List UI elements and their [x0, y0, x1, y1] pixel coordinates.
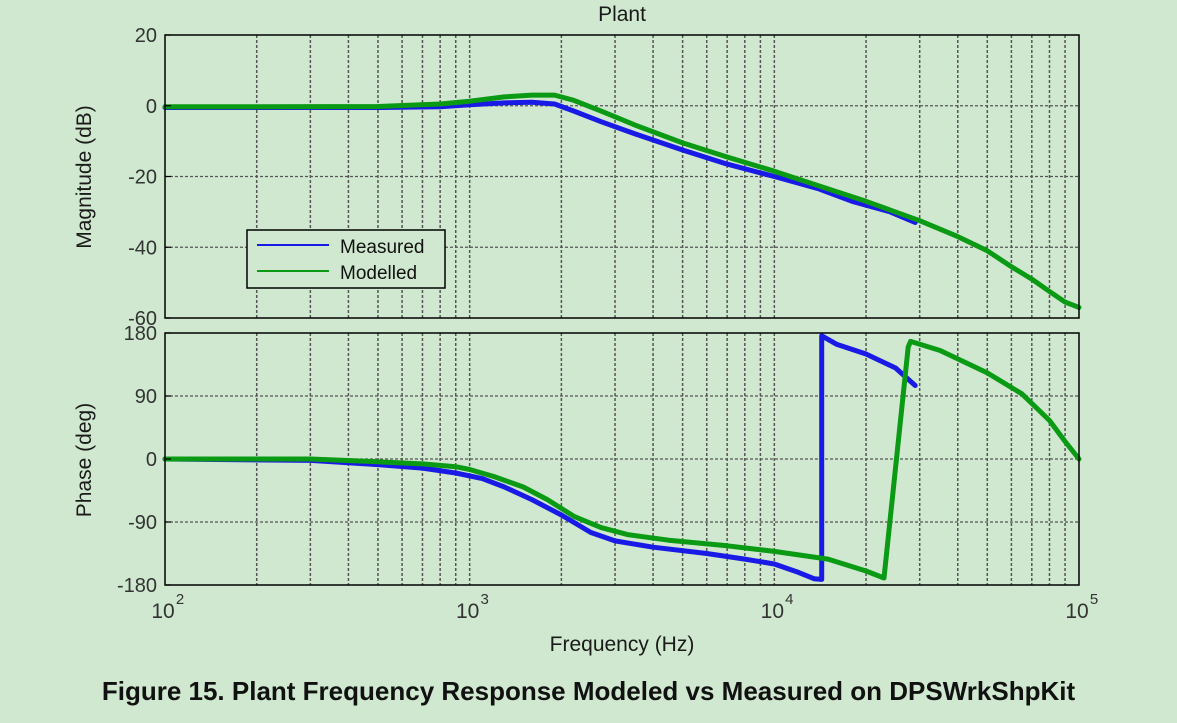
x-tick-label: 10	[151, 600, 174, 623]
figure-caption: Figure 15. Plant Frequency Response Mode…	[101, 676, 1076, 706]
y-tick-label: 90	[135, 386, 157, 408]
series-line-modelled-phase	[162, 338, 1082, 581]
y-tick-label: -90	[128, 512, 157, 534]
legend: Measured Modelled	[246, 229, 446, 289]
magnitude-ylabel: Magnitude (dB)	[73, 105, 96, 249]
y-tick-label: -60	[128, 308, 157, 330]
x-tick-exponent: 3	[480, 591, 488, 608]
x-tick-label: 10	[1065, 600, 1088, 623]
x-tick-exponent: 4	[785, 591, 793, 608]
y-tick-label: -20	[128, 167, 157, 189]
phase-y-ticks: 180 90 0 -90 -180	[117, 323, 171, 597]
magnitude-grid	[165, 35, 1079, 318]
y-tick-label: 180	[124, 323, 157, 345]
series-line-modelled-magnitude	[162, 92, 1082, 310]
magnitude-curves	[162, 92, 1082, 310]
y-tick-label: -180	[117, 575, 157, 597]
series-line-measured-phase	[162, 333, 918, 582]
y-tick-label: -40	[128, 237, 157, 259]
y-tick-label: 0	[146, 96, 157, 118]
legend-box	[246, 229, 446, 289]
x-axis-label: Frequency (Hz)	[550, 633, 695, 656]
y-tick-label: 0	[146, 449, 157, 471]
x-tick-label: 10	[456, 600, 479, 623]
legend-label-modelled: Modelled	[340, 263, 417, 284]
phase-curves	[162, 333, 1082, 582]
x-tick-label: 10	[761, 600, 784, 623]
y-tick-label: 20	[135, 25, 157, 47]
phase-ylabel: Phase (deg)	[73, 403, 96, 517]
chart-title: Plant	[598, 3, 646, 26]
magnitude-y-ticks: 20 0 -20 -40 -60	[128, 25, 171, 330]
legend-label-measured: Measured	[340, 237, 425, 258]
x-tick-exponent: 2	[176, 591, 184, 608]
x-tick-exponent: 5	[1090, 591, 1098, 608]
